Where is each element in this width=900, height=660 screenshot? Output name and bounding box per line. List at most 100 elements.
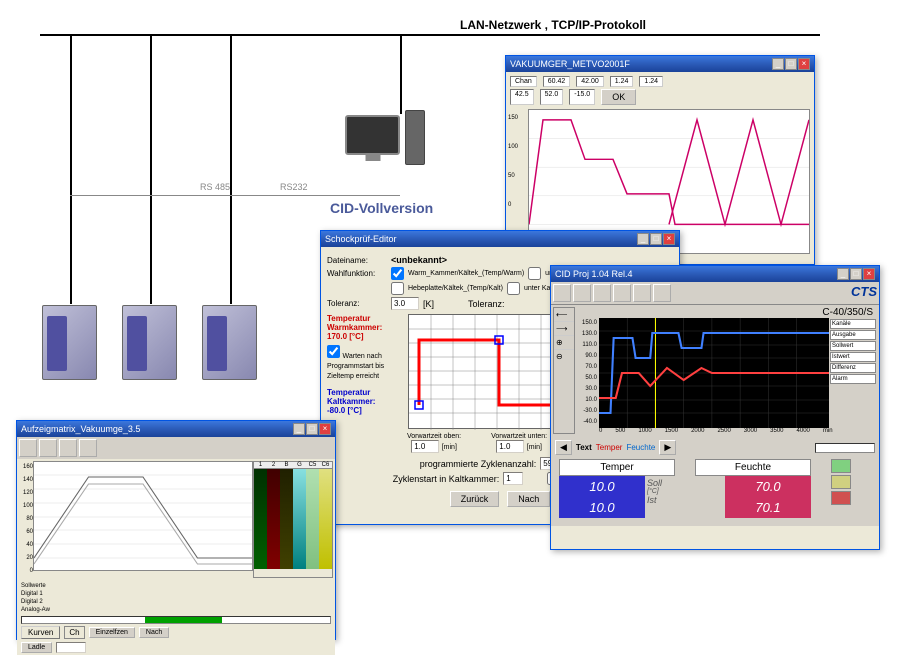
model-label: C-40/350/S [577,307,877,318]
tab-ch[interactable]: Ch [64,626,84,639]
btn-zurueck[interactable]: Zurück [450,491,500,507]
win2-titlebar[interactable]: Schockprüf-Editor _ □ × [321,231,679,247]
vorwart-unten-input[interactable] [496,440,524,453]
tool-2[interactable] [573,284,591,302]
w1-ctrl4: 1.24 [610,76,634,87]
cb-hebe[interactable] [391,282,404,295]
w3-yaxis: 150.0130.0 110.090.0 70.050.0 30.010.0 -… [577,318,599,428]
tool-3[interactable] [593,284,611,302]
win1-title: VAKUUMGER_METVO2001F [510,59,630,69]
w4-max[interactable]: □ [306,423,318,435]
w3-xaxis: 0500 10001500 20002500 30003500 4000 min [599,428,877,434]
led-3[interactable] [831,491,851,505]
cb2-text: Hebeplatte/Kältek_(Temp/Kalt) [408,285,503,292]
rs-line [70,195,400,196]
w2-min[interactable]: _ [637,233,649,245]
w4-tool-1[interactable] [19,439,37,457]
btn-nach[interactable]: Nach [507,491,550,507]
matrix-window: Aufzeigmatrix_Vakuumge_3.5 _ □ × 160140 … [16,420,336,640]
w4-tool-2[interactable] [39,439,57,457]
cts-right-panel: Kanäle Ausgabe Sollwert Istwert Differen… [829,318,877,428]
toleranz-input[interactable] [391,297,419,310]
tab-feuchte[interactable]: Feuchte [626,443,655,452]
win3-title: CID Proj 1.04 Rel.4 [555,269,633,279]
rs232-label: RS232 [280,182,308,192]
w4-yaxis: 160140 120100 8060 4020 0 [19,461,33,578]
tool-6[interactable] [653,284,671,302]
w4-tool-4[interactable] [79,439,97,457]
cb-wahlfunktion[interactable] [391,267,404,280]
win4-title: Aufzeigmatrix_Vakuumge_3.5 [21,424,140,434]
temper-soll: 10.0 [559,476,645,497]
led-2[interactable] [831,475,851,489]
chamber-2 [122,305,177,380]
side-btn4[interactable]: ⊖ [554,350,574,363]
cts-toolbar: CTS [551,282,879,305]
w3-max[interactable]: □ [850,268,862,280]
cb-unter2[interactable] [507,282,520,295]
cb-warten[interactable] [327,345,340,358]
slider-track[interactable] [815,443,875,453]
minimize-btn[interactable]: _ [772,58,784,70]
w1-yaxis: 150100 500 -50 [508,104,518,249]
feuchte-label: Feuchte [695,459,811,476]
side-btn1[interactable]: ⟵ [554,308,574,322]
w3-close[interactable]: × [863,268,875,280]
win3-titlebar[interactable]: CID Proj 1.04 Rel.4 _ □ × [551,266,879,282]
ladle-input[interactable] [56,642,86,653]
w4-min[interactable]: _ [293,423,305,435]
tab-temper[interactable]: Temper [596,443,623,452]
drop-pc [400,34,402,114]
w3-min[interactable]: _ [837,268,849,280]
cts-plot[interactable] [599,318,829,428]
w1-ctrl1: Chan [510,76,537,87]
w1-ctrl6: 42.5 [510,89,534,105]
computer-icon [345,115,400,155]
progress-bar[interactable] [21,616,331,624]
close-btn[interactable]: × [798,58,810,70]
tool-4[interactable] [613,284,631,302]
btn-left[interactable]: ◀ [555,440,572,455]
feuchte-soll: 70.0 [725,476,811,497]
cts-window: CID Proj 1.04 Rel.4 _ □ × CTS ⟵ ⟶ ⊕ ⊖ C-… [550,265,880,550]
side-btn3[interactable]: ⊕ [554,336,574,350]
temper-label: Temper [559,459,675,476]
win2-title: Schockprüf-Editor [325,234,397,244]
w1-ctrl8: -15.0 [569,89,595,105]
w4-legend: SollwerteDigital 1 Digital 2Analog-Aw [21,582,331,614]
temp-kalt-label: Temperatur Kaltkammer: [327,388,402,406]
w2-close[interactable]: × [663,233,675,245]
maximize-btn[interactable]: □ [785,58,797,70]
tab-kurven[interactable]: Kurven [21,626,60,639]
rs485-label: RS 485 [200,182,230,192]
side-btn2[interactable]: ⟶ [554,322,574,336]
cts-brand: CTS [851,284,877,302]
lan-label: LAN-Netzwerk , TCP/IP-Protokoll [460,18,646,32]
btn-right[interactable]: ▶ [659,440,676,455]
w4-plot [33,461,253,571]
tab-text[interactable]: Text [576,443,592,452]
tool-5[interactable] [633,284,651,302]
win1-titlebar[interactable]: VAKUUMGER_METVO2001F _ □ × [506,56,814,72]
w2-max[interactable]: □ [650,233,662,245]
wahlfunktion-label: Wahlfunktion: [327,269,387,278]
cb-unter1[interactable] [528,267,541,280]
btn-einzel[interactable]: Einzelfzen [89,627,135,638]
w1-ctrl7: 52.0 [540,89,564,105]
filename-label: Dateiname: [327,256,387,265]
drop3 [230,34,232,304]
vorwart-oben-input[interactable] [411,440,439,453]
led-1[interactable] [831,459,851,473]
win4-titlebar[interactable]: Aufzeigmatrix_Vakuumge_3.5 _ □ × [17,421,335,437]
drop1 [70,34,72,304]
w1-ok[interactable]: OK [601,89,636,105]
chamber-3 [202,305,257,380]
w1-ctrl3: 42.00 [576,76,604,87]
w4-close[interactable]: × [319,423,331,435]
feuchte-ist: 70.1 [725,497,811,518]
btn-ladle[interactable]: Ladle [21,642,52,653]
zyk-kalt-input[interactable] [503,472,523,485]
tool-1[interactable] [553,284,571,302]
w4-tool-3[interactable] [59,439,77,457]
btn-nach4[interactable]: Nach [139,627,169,638]
